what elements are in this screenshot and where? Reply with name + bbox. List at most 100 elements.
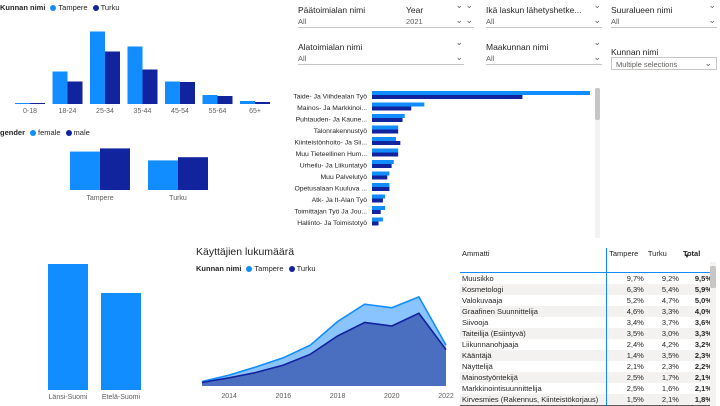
- toimiala-bar-turku[interactable]: [372, 118, 403, 122]
- toimiala-bar-tampere[interactable]: [372, 206, 386, 210]
- toimiala-bar-tampere[interactable]: [372, 137, 396, 141]
- age-bar-turku-45-54[interactable]: [180, 82, 195, 104]
- chevron-down-icon[interactable]: ⌄: [593, 0, 601, 10]
- suuralue-bar-länsi-suomi[interactable]: [48, 264, 88, 390]
- alatoimiala-dropdown[interactable]: All ⌄: [298, 52, 464, 65]
- toimiala-bar-tampere[interactable]: [372, 217, 383, 222]
- alatoimiala-slicer[interactable]: Alatoimialan nimi ⌄ All ⌄: [298, 37, 464, 67]
- toimiala-bar-turku[interactable]: [372, 152, 399, 157]
- toimiala-bar-tampere[interactable]: [372, 160, 394, 164]
- toimiala-bar-tampere[interactable]: [372, 114, 405, 118]
- users-area-chart[interactable]: 2014 2016 2018 2020 2022: [196, 278, 458, 404]
- chevron-down-icon[interactable]: ⌄: [708, 0, 716, 10]
- paatoimiala-slicer[interactable]: Päätoimialan nimi ⌄ All ⌄: [298, 0, 464, 30]
- toimiala-bar-tampere[interactable]: [372, 171, 390, 176]
- toimiala-bar-turku[interactable]: [372, 95, 523, 99]
- toimiala-scrollbar-thumb[interactable]: [595, 88, 600, 120]
- age-bar-turku-65+[interactable]: [255, 102, 270, 104]
- matrix-scrollbar[interactable]: [710, 262, 716, 406]
- maakunta-dropdown[interactable]: All ⌄: [486, 52, 602, 65]
- chevron-down-icon[interactable]: ⌄: [455, 37, 463, 47]
- users-x-tick: 2016: [276, 393, 292, 400]
- age-bar-turku-35-44[interactable]: [142, 69, 158, 105]
- chevron-down-icon[interactable]: ⌄: [593, 37, 601, 47]
- maakunta-slicer[interactable]: Maakunnan nimi ⌄ All ⌄: [486, 37, 602, 67]
- chevron-down-icon[interactable]: ⌄: [455, 0, 463, 10]
- toimiala-bar-tampere[interactable]: [372, 102, 425, 107]
- toimiala-bar-turku[interactable]: [372, 187, 390, 191]
- legend-item-female[interactable]: female: [30, 128, 61, 137]
- toimiala-bar-turku[interactable]: [372, 106, 412, 111]
- table-row[interactable]: Näyttelijä 2,1% 2,3% 2,2%: [460, 361, 714, 372]
- toimiala-bar-tampere[interactable]: [372, 148, 399, 153]
- paatoimiala-dropdown[interactable]: All ⌄: [298, 15, 464, 28]
- table-row[interactable]: Kirvesmies (Rakennus, Kiinteistökorjaus)…: [460, 394, 714, 406]
- legend-item-turku[interactable]: Turku: [92, 3, 120, 12]
- gender-bar-female-turku[interactable]: [148, 160, 178, 190]
- toimiala-scrollbar[interactable]: [595, 88, 600, 238]
- table-row[interactable]: Markkinointisuunnittelija 2,5% 1,6% 2,1%: [460, 383, 714, 394]
- toimiala-bar-chart[interactable]: Taide- Ja Viihdealan Työ Mainos- Ja Markk…: [280, 88, 610, 238]
- age-bar-tampere-55-64[interactable]: [202, 95, 218, 104]
- age-bar-tampere-35-44[interactable]: [127, 46, 143, 105]
- age-bar-tampere-45-54[interactable]: [165, 81, 180, 105]
- year-slicer[interactable]: Year ⌄ 2021 ⌄: [406, 0, 474, 30]
- age-bar-tampere-65+[interactable]: [240, 101, 255, 104]
- age-bar-chart[interactable]: 0-18 18-24 25-34 35-44 45-54 55-64 65+: [0, 15, 275, 120]
- users-area-turku[interactable]: [202, 313, 446, 386]
- matrix-scrollbar-thumb[interactable]: [710, 266, 716, 288]
- age-bar-turku-0-18[interactable]: [30, 103, 45, 104]
- age-bar-tampere-0-18[interactable]: [15, 103, 30, 104]
- toimiala-bar-turku[interactable]: [372, 129, 399, 134]
- table-row[interactable]: Taiteilija (Esiintyvä) 3,5% 3,0% 3,3%: [460, 328, 714, 339]
- table-row[interactable]: Kääntäjä 1,4% 3,5% 2,3%: [460, 350, 714, 361]
- table-row[interactable]: Muusikko 9,7% 9,2% 9,5%: [460, 272, 714, 284]
- table-row[interactable]: Liikunnanohjaaja 2,4% 4,2% 3,2%: [460, 339, 714, 350]
- suuralue-label: Suuralueen nimi: [611, 5, 673, 15]
- ika-slicer[interactable]: Ikä laskun lähetyshetke... ⌄ All ⌄: [486, 0, 602, 30]
- year-dropdown[interactable]: 2021 ⌄: [406, 15, 474, 28]
- gender-bar-male-turku[interactable]: [178, 157, 208, 190]
- table-row[interactable]: Mainostyöntekijä 2,5% 1,7% 2,1%: [460, 372, 714, 383]
- age-bar-turku-25-34[interactable]: [105, 51, 120, 105]
- age-bar-turku-55-64[interactable]: [217, 96, 233, 104]
- toimiala-bar-tampere[interactable]: [372, 91, 590, 95]
- table-row[interactable]: Graafinen Suunnittelija 4,6% 3,3% 4,0%: [460, 306, 714, 317]
- toimiala-bar-turku[interactable]: [372, 198, 383, 203]
- header-turku[interactable]: Turku: [645, 248, 681, 273]
- toimiala-bar-turku[interactable]: [372, 210, 381, 214]
- header-tampere[interactable]: Tampere: [606, 248, 646, 273]
- legend-item-tampere[interactable]: Tampere: [50, 3, 88, 12]
- gender-bar-female-tampere[interactable]: [70, 151, 100, 190]
- table-row[interactable]: Siivooja 3,4% 3,7% 3,6%: [460, 317, 714, 328]
- legend-item-turku[interactable]: Turku: [288, 264, 316, 273]
- suuralue-bar-chart[interactable]: Länsi-Suomi Etelä-Suomi: [0, 250, 180, 404]
- toimiala-bar-tampere[interactable]: [372, 194, 386, 199]
- ika-dropdown[interactable]: All ⌄: [486, 15, 602, 28]
- gender-bar-chart[interactable]: Tampere Turku: [0, 138, 275, 210]
- legend-item-tampere[interactable]: Tampere: [246, 264, 284, 273]
- age-bar-turku-18-24[interactable]: [67, 81, 83, 105]
- gender-bar-male-tampere[interactable]: [100, 148, 130, 190]
- toimiala-bar-turku[interactable]: [372, 221, 379, 226]
- age-bar-tampere-25-34[interactable]: [90, 31, 105, 105]
- suuralue-bar-etelä-suomi[interactable]: [101, 292, 141, 390]
- toimiala-bar-turku[interactable]: [372, 175, 388, 180]
- toimiala-bar-turku[interactable]: [372, 164, 392, 168]
- cell-tampere: 3,4%: [606, 317, 646, 328]
- header-total[interactable]: Total ▼: [680, 248, 714, 273]
- toimiala-bar-tampere[interactable]: [372, 125, 399, 130]
- chevron-down-icon[interactable]: ⌄: [465, 0, 473, 10]
- age-bar-tampere-18-24[interactable]: [52, 71, 68, 105]
- table-row[interactable]: Valokuvaaja 5,2% 4,7% 5,0%: [460, 295, 714, 306]
- suuralue-slicer[interactable]: Suuralueen nimi ⌄ All ⌄: [611, 0, 717, 30]
- kunta-slicer[interactable]: Kunnan nimi Multiple selections ⌄: [611, 42, 717, 74]
- toimiala-bar-turku[interactable]: [372, 141, 401, 145]
- toimiala-bar-tampere[interactable]: [372, 183, 390, 187]
- suuralue-dropdown[interactable]: All ⌄: [611, 15, 717, 28]
- legend-item-male[interactable]: male: [65, 128, 90, 137]
- kunta-dropdown[interactable]: Multiple selections ⌄: [611, 57, 717, 70]
- ammatti-matrix[interactable]: Ammatti Tampere Turku Total ▼ Muusikko 9,7…: [460, 248, 716, 406]
- table-row[interactable]: Kosmetologi 6,3% 5,4% 5,9%: [460, 284, 714, 295]
- header-ammatti[interactable]: Ammatti: [460, 248, 607, 273]
